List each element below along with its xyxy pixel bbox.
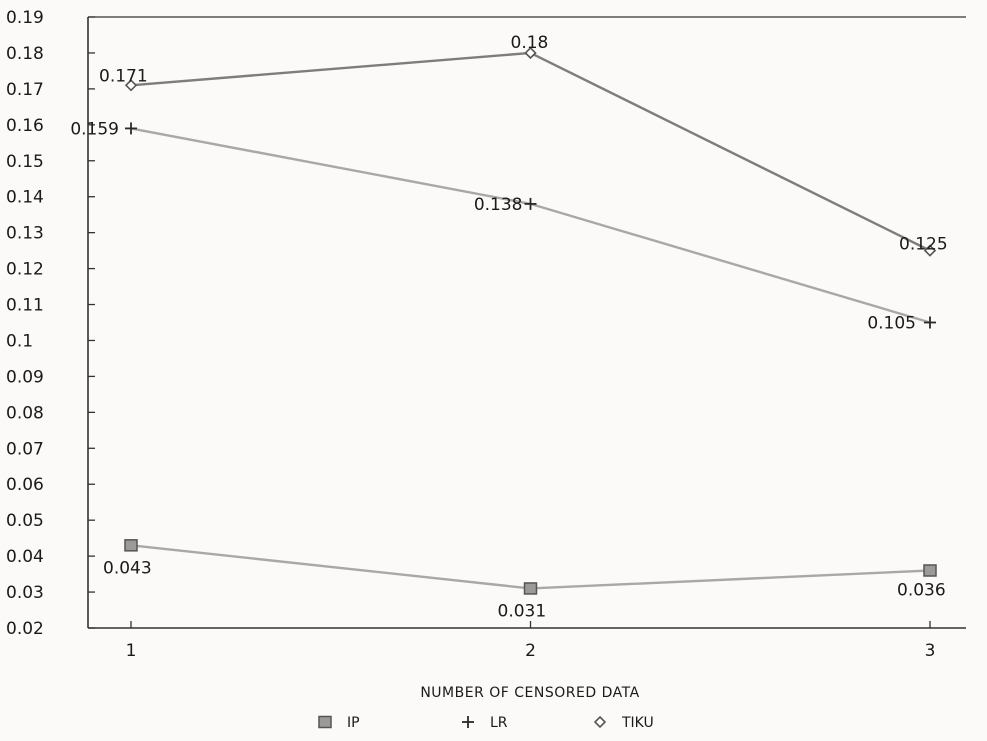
data-label-tiku: 0.18	[511, 33, 549, 53]
y-tick-label: 0.17	[6, 80, 44, 100]
y-tick-label: 0.05	[6, 511, 44, 531]
plus-marker	[524, 197, 537, 210]
x-tick-label: 1	[126, 641, 137, 661]
x-tick-label: 3	[925, 641, 936, 661]
y-tick-label: 0.06	[6, 475, 44, 495]
diamond-marker	[524, 46, 537, 60]
square-marker	[523, 582, 538, 595]
data-label-ip: 0.031	[498, 601, 547, 621]
y-tick-label: 0.14	[6, 188, 44, 208]
series-markers	[124, 46, 937, 595]
plus-marker	[125, 122, 137, 135]
series-line-ip	[130, 544, 931, 590]
y-tick-label: 0.02	[6, 619, 44, 639]
plus-marker	[924, 316, 936, 329]
data-label-tiku: 0.171	[99, 66, 148, 86]
y-tick-label: 0.16	[6, 116, 44, 136]
y-tick-label: 0.13	[6, 224, 44, 244]
plus-marker	[462, 716, 474, 728]
series-line-lr	[130, 127, 931, 324]
x-axis-title: NUMBER OF CENSORED DATA	[420, 685, 639, 701]
y-tick-label: 0.18	[6, 44, 44, 64]
square-marker	[923, 564, 937, 577]
series-lines	[130, 51, 931, 590]
y-axis-ticks: 0.02 0.03 0.04 0.05 0.06 0.07 0.08 0.09 0.1 0.11 0…	[6, 8, 95, 639]
x-axis-ticks: 1 2 3	[126, 621, 936, 661]
square-marker	[318, 715, 332, 729]
square-marker	[124, 539, 138, 552]
diamond-marker	[593, 715, 607, 729]
data-labels: 0.043 0.031 0.036 0.159 0.138 0.105 0.171 0.18 0…	[70, 33, 947, 622]
y-tick-label: 0.11	[6, 296, 44, 316]
legend-label-lr: LR	[490, 715, 508, 731]
y-tick-label: 0.15	[6, 152, 44, 172]
y-tick-label: 0.12	[6, 260, 44, 280]
y-tick-label: 0.03	[6, 583, 44, 603]
data-label-tiku: 0.125	[899, 235, 948, 255]
legend-label-ip: IP	[347, 715, 360, 731]
data-label-ip: 0.043	[103, 558, 152, 578]
y-tick-label: 0.09	[6, 367, 44, 387]
y-tick-label: 0.07	[6, 439, 44, 459]
data-label-lr: 0.138	[474, 195, 523, 215]
y-tick-label: 0.19	[6, 8, 44, 28]
legend: IP LR TIKU	[318, 715, 654, 731]
x-tick-label: 2	[525, 641, 536, 661]
y-tick-label: 0.08	[6, 403, 44, 423]
chart-axes	[87, 16, 966, 629]
diamond-marker	[124, 79, 138, 92]
diamond-marker	[923, 244, 937, 257]
data-label-ip: 0.036	[897, 580, 946, 600]
legend-label-tiku: TIKU	[621, 715, 654, 731]
data-label-lr: 0.105	[867, 314, 916, 334]
y-tick-label: 0.04	[6, 547, 44, 567]
data-label-lr: 0.159	[70, 119, 119, 139]
y-tick-label: 0.1	[6, 331, 33, 351]
